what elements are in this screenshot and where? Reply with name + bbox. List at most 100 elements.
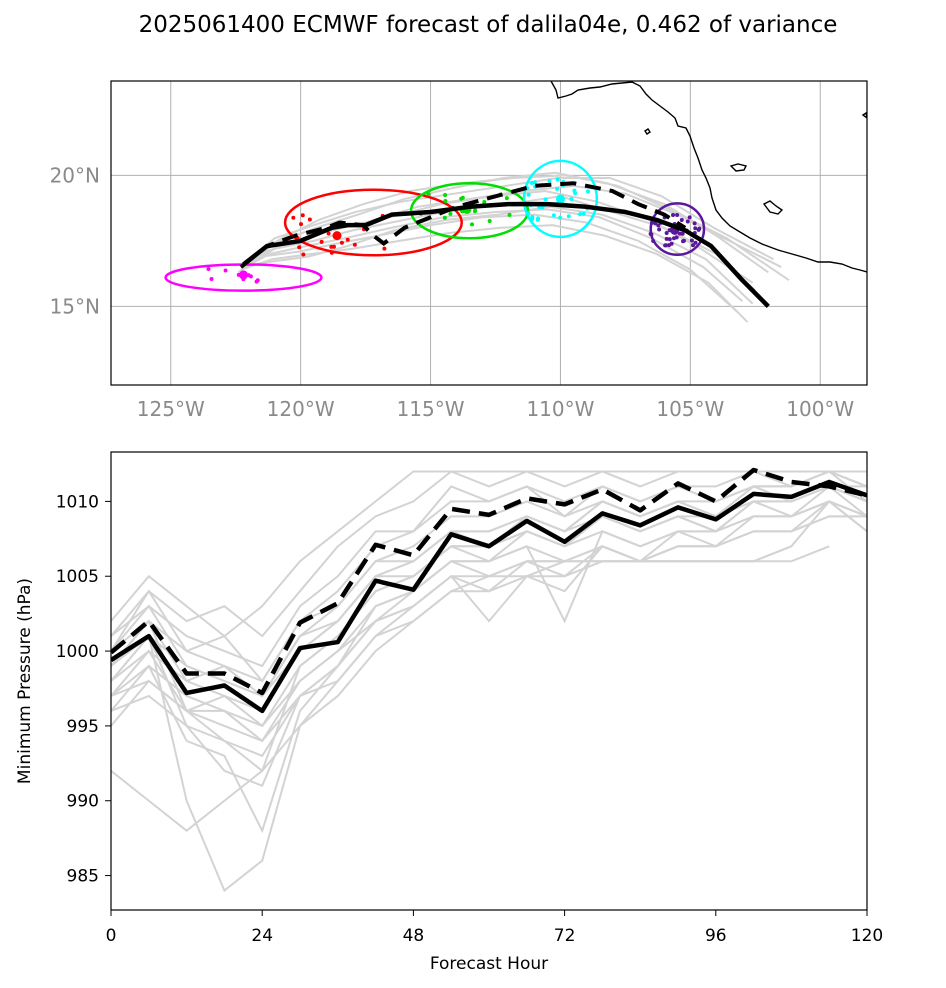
position-point [555, 177, 560, 182]
position-point [573, 191, 578, 196]
figure-title: 2025061400 ECMWF forecast of dalila04e, … [138, 12, 838, 38]
coastline-island [762, 200, 784, 215]
position-point [674, 235, 679, 240]
x-tick-label: 120 [851, 926, 883, 946]
position-point [671, 212, 676, 217]
position-point [442, 215, 447, 220]
position-point [648, 231, 653, 236]
ensemble-pressure-line [111, 470, 867, 698]
ensemble-pressure-line [111, 485, 867, 713]
dashed-mean-pressure-line [111, 467, 867, 696]
position-point [532, 180, 537, 185]
position-point [540, 205, 545, 210]
position-point [339, 240, 344, 245]
position-point [677, 231, 682, 236]
position-point [331, 244, 336, 249]
y-tick-label: 1005 [56, 567, 99, 587]
ensemble-track [242, 176, 774, 266]
position-point [382, 246, 387, 251]
solid-mean-track [242, 201, 770, 308]
position-point [326, 231, 331, 236]
position-point [667, 243, 672, 248]
position-point [547, 178, 552, 183]
position-point [693, 240, 698, 245]
ensemble-pressure-line [111, 500, 867, 758]
x-tick-label: 72 [554, 926, 576, 946]
position-point [551, 213, 556, 218]
position-point [319, 239, 324, 244]
position-point [569, 196, 574, 201]
map-x-tick-label: 100°W [786, 397, 854, 421]
y-axis-label: Minimum Pressure (hPa) [15, 578, 35, 784]
pressure-panel: 0 24 48 72 96 120 985 990 995 1000 1005 1010 Foreca… [15, 451, 883, 974]
uncertainty-ellipse [409, 181, 530, 240]
map-frame [110, 80, 868, 386]
pressure-ensemble-lines [111, 470, 867, 893]
position-point [526, 192, 531, 197]
ensemble-track [245, 174, 790, 282]
coastline-island [729, 163, 748, 172]
pressure-frame [110, 451, 868, 911]
position-point [689, 238, 694, 243]
position-point [300, 213, 305, 218]
y-tick-label: 1000 [56, 642, 99, 662]
position-point [681, 238, 686, 243]
map-x-tick-label: 115°W [397, 397, 465, 421]
cluster-center-point [555, 194, 565, 204]
position-point [470, 222, 475, 227]
y-tick-label: 985 [67, 867, 99, 887]
position-point [535, 217, 540, 222]
position-point [667, 237, 672, 242]
position-point [448, 211, 453, 216]
uncertainty-ellipse [522, 159, 599, 239]
map-x-tick-label: 120°W [267, 397, 335, 421]
cluster-center-point [332, 231, 342, 241]
ensemble-track [243, 205, 754, 305]
uncertainty-ellipse [283, 188, 463, 257]
position-point [223, 268, 228, 273]
position-point [558, 215, 563, 220]
map-x-tick-label: 105°W [656, 397, 724, 421]
x-tick-label: 96 [705, 926, 727, 946]
map-gridlines [111, 81, 867, 385]
ensemble-pressure-line [111, 500, 867, 728]
map-y-tick-label: 20°N [50, 163, 100, 187]
ensemble-pressure-line [111, 485, 867, 773]
position-point [690, 243, 695, 248]
position-point [664, 236, 669, 241]
position-clusters [206, 177, 702, 284]
position-point [530, 215, 535, 220]
position-point [585, 189, 590, 194]
y-tick-label: 990 [67, 792, 99, 812]
position-point [675, 212, 680, 217]
ensemble-pressure-line [111, 545, 830, 743]
position-point [307, 217, 312, 222]
position-point [581, 211, 586, 216]
position-point [443, 193, 448, 198]
position-point [663, 243, 668, 248]
mean-tracks [239, 181, 770, 308]
position-point [649, 220, 654, 225]
position-point [487, 218, 492, 223]
uncertainty-ellipses [164, 159, 706, 292]
position-point [460, 195, 465, 200]
position-point [555, 186, 560, 191]
position-point [473, 208, 478, 213]
position-point [543, 197, 548, 202]
position-point [566, 214, 571, 219]
position-point [687, 215, 692, 220]
map-y-tick-label: 15°N [50, 294, 100, 318]
dashed-mean-track [239, 181, 687, 269]
position-point [578, 212, 583, 217]
position-point [443, 199, 448, 204]
position-point [206, 266, 211, 271]
map-x-tick-label: 125°W [137, 397, 205, 421]
coastline-island [644, 128, 651, 135]
position-point [297, 245, 302, 250]
position-point [426, 191, 431, 196]
position-point [685, 219, 690, 224]
position-point [482, 199, 487, 204]
pressure-mean-lines [111, 467, 867, 714]
position-point [657, 227, 662, 232]
map-x-tick-label: 110°W [526, 397, 594, 421]
